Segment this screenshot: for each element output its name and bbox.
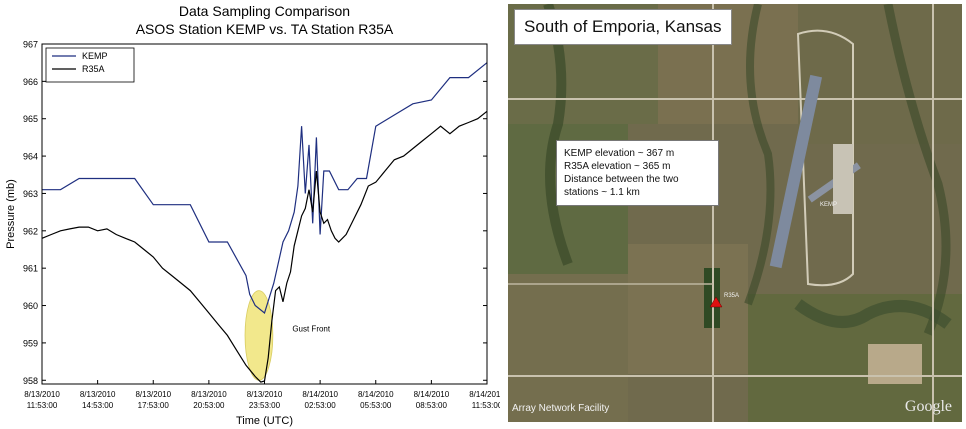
pressure-chart: Data Sampling Comparison ASOS Station KEM… (5, 3, 500, 427)
y-tick-label: 963 (23, 189, 38, 199)
chart-title: Data Sampling Comparison (179, 3, 350, 19)
y-tick-label: 961 (23, 264, 38, 274)
x-tick-time: 02:53:00 (305, 401, 337, 410)
x-tick-time: 17:53:00 (138, 401, 170, 410)
map-info-box: KEMP elevation ~ 367 m R35A elevation ~ … (556, 140, 719, 206)
runway-label: KEMP (820, 202, 837, 208)
x-tick-date: 8/13/2010 (135, 390, 171, 399)
x-tick-date: 8/13/2010 (247, 390, 283, 399)
y-tick-label: 965 (23, 114, 38, 124)
y-tick-label: 958 (23, 376, 38, 386)
info-line-kemp-elevation: KEMP elevation ~ 367 m (564, 148, 675, 159)
y-tick-label: 967 (23, 40, 38, 50)
x-tick-date: 8/14/2010 (358, 390, 394, 399)
map-credit: Array Network Facility (512, 403, 610, 414)
series-line-r35a (41, 110, 488, 383)
y-tick-label: 960 (23, 301, 38, 311)
x-tick-date: 8/13/2010 (191, 390, 227, 399)
x-tick-date: 8/13/2010 (80, 390, 116, 399)
x-tick-time: 08:53:00 (416, 401, 448, 410)
info-line-distance: Distance between the two (564, 174, 679, 185)
x-axis-label: Time (UTC) (236, 415, 293, 427)
info-line-r35a-elevation: R35A elevation ~ 365 m (564, 161, 671, 172)
gust-front-highlight (244, 290, 274, 381)
series-line-kemp (42, 62, 488, 315)
x-tick-time: 11:53:00 (27, 401, 58, 410)
map-title: South of Emporia, Kansas (514, 9, 732, 45)
annotation-gust-front: Gust Front (292, 325, 331, 334)
station-marker-icon (709, 296, 723, 308)
info-line-distance-value: stations ~ 1.1 km (564, 187, 640, 198)
y-axis-label: Pressure (mb) (5, 179, 17, 249)
google-logo: Google (904, 398, 952, 415)
x-tick-time: 20:53:00 (193, 401, 225, 410)
x-tick-date: 8/13/2010 (24, 390, 60, 399)
y-tick-label: 959 (23, 338, 38, 348)
pressure-chart-panel: Data Sampling Comparison ASOS Station KEM… (5, 3, 500, 427)
x-tick-date: 8/14/2010 (414, 390, 450, 399)
x-tick-time: 14:53:00 (82, 401, 114, 410)
x-tick-time: 11:53:00 (472, 401, 500, 410)
legend-label-kemp: KEMP (82, 51, 108, 61)
x-tick-date: 8/14/2010 (302, 390, 338, 399)
aerial-map-panel: KEMP R35A South of Emporia, Kansas KEMP … (508, 4, 962, 422)
y-tick-label: 966 (23, 77, 38, 87)
chart-subtitle: ASOS Station KEMP vs. TA Station R35A (136, 21, 394, 37)
x-tick-time: 23:53:00 (249, 401, 281, 410)
y-tick-label: 962 (23, 226, 38, 236)
legend-label-r35a: R35A (82, 64, 105, 74)
legend-box (45, 47, 135, 83)
station-label: R35A (724, 293, 739, 299)
y-tick-label: 964 (23, 152, 38, 162)
aerial-map-image: KEMP R35A (508, 4, 962, 422)
x-tick-date: 8/14/2010 (469, 390, 500, 399)
x-tick-time: 05:53:00 (360, 401, 392, 410)
